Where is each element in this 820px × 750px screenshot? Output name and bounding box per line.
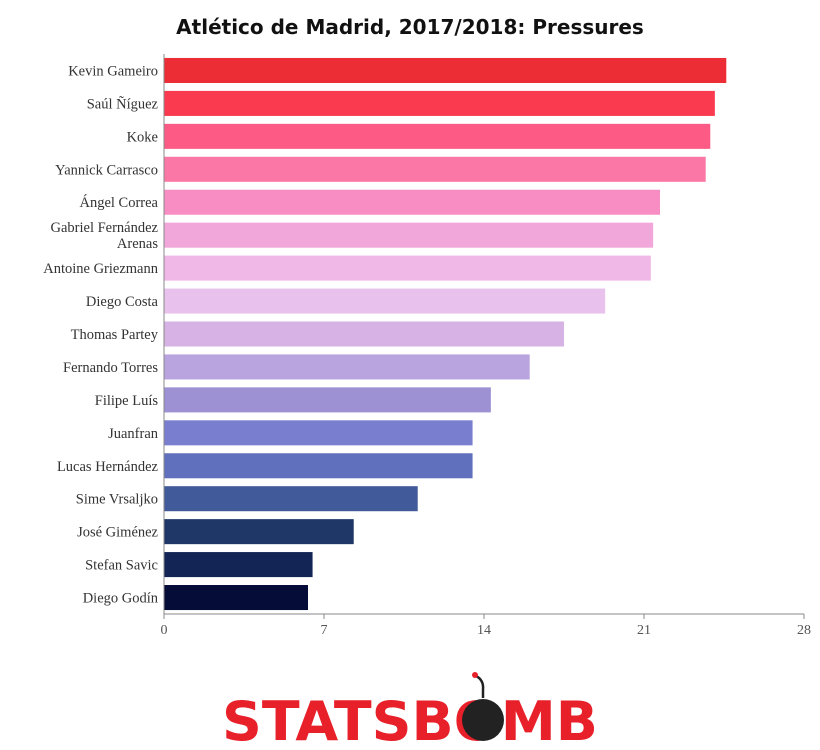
spark-icon — [472, 672, 478, 678]
bar — [164, 123, 711, 149]
x-tick-label: 21 — [637, 623, 651, 638]
bar — [164, 222, 654, 248]
category-label: Yannick Carrasco — [55, 162, 158, 178]
x-tick-label: 7 — [321, 623, 328, 638]
category-label: Lucas Hernández — [57, 459, 159, 475]
bar — [164, 453, 473, 479]
bar — [164, 321, 564, 347]
chart-title: Atlético de Madrid, 2017/2018: Pressures — [176, 15, 644, 39]
category-label: Sime Vrsaljko — [76, 492, 158, 508]
bar — [164, 156, 706, 182]
category-labels: Kevin Gameiro Saúl Ñíguez Koke Yannick Carr… — [43, 63, 159, 606]
x-axis: 0 7 14 21 28 — [161, 54, 811, 638]
bar — [164, 387, 491, 413]
bar — [164, 486, 418, 512]
category-label: Kevin Gameiro — [68, 63, 158, 79]
logo-text: STATSBOMB — [222, 690, 598, 750]
statsbomb-logo: STATSBOMB — [222, 672, 598, 750]
x-tick-label: 28 — [797, 623, 811, 638]
fuse-icon — [475, 674, 485, 698]
category-label: Stefan Savic — [85, 558, 158, 574]
bar — [164, 90, 715, 116]
category-label: Diego Godín — [83, 591, 159, 607]
bar — [164, 585, 308, 611]
category-label: Filipe Luís — [95, 393, 159, 409]
category-label: Antoine Griezmann — [43, 261, 159, 277]
category-label: Gabriel Fernández Arenas — [51, 220, 159, 252]
category-label: Saúl Ñíguez — [87, 96, 159, 112]
bar — [164, 354, 530, 380]
category-label: Thomas Partey — [71, 327, 159, 343]
category-label: Diego Costa — [86, 294, 159, 310]
bars-group — [164, 57, 727, 611]
bar — [164, 189, 660, 215]
bar — [164, 255, 651, 281]
category-label: Fernando Torres — [63, 360, 158, 376]
bar — [164, 420, 473, 446]
x-tick-label: 0 — [161, 623, 168, 638]
bar — [164, 288, 606, 314]
bar — [164, 519, 354, 545]
category-label: José Giménez — [77, 525, 158, 541]
bomb-icon — [462, 699, 504, 741]
x-tick-label: 14 — [477, 623, 491, 638]
bar — [164, 57, 727, 83]
bar — [164, 552, 313, 578]
category-label: Ángel Correa — [79, 194, 158, 211]
category-label: Koke — [127, 129, 158, 145]
category-label: Juanfran — [108, 426, 159, 442]
